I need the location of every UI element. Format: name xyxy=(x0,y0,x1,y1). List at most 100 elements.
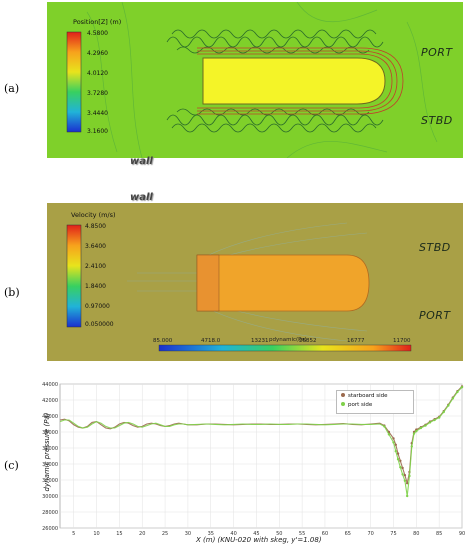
pdynamic-value: 11700 xyxy=(393,338,411,344)
x-tick-label: 10 xyxy=(93,531,99,537)
legend-label: starboard side xyxy=(348,393,388,399)
colorbar-value: 4.5800 xyxy=(87,30,108,37)
colorbar-value: 3.4440 xyxy=(87,110,108,117)
legend-entry-port: port side xyxy=(341,402,372,408)
colorbar-value: 4.2960 xyxy=(87,50,108,57)
data-point xyxy=(401,473,404,476)
colorbar-value: 2.4100 xyxy=(85,263,106,270)
data-point xyxy=(387,433,391,436)
data-point xyxy=(460,386,464,389)
stbd-wake-pattern xyxy=(166,108,384,133)
data-point xyxy=(405,494,409,498)
y-axis-title: dynamic pressure (Pa) xyxy=(43,412,51,492)
colorbar-value: 3.6400 xyxy=(85,243,106,250)
stern-region xyxy=(196,254,220,312)
colorbar-title: Position[Z] (m) xyxy=(73,18,122,26)
legend: starboard side port side xyxy=(336,390,414,414)
wall-label: wall xyxy=(130,156,153,167)
data-point xyxy=(428,421,432,424)
pdynamic-value: 4718.0 xyxy=(201,338,221,344)
data-point xyxy=(412,432,416,435)
wall-label: wall xyxy=(130,192,153,203)
pdynamic-value: 85.000 xyxy=(153,338,173,344)
legend-entry-starboard: starboard side xyxy=(341,393,388,399)
x-axis-title: X (m) (KNU-020 with skeg, y'=1.08) xyxy=(196,536,322,544)
y-tick-label: 36000 xyxy=(42,446,58,452)
x-tick-label: 75 xyxy=(390,531,396,537)
y-tick-label: 28000 xyxy=(42,510,58,516)
data-point xyxy=(424,424,427,427)
colorbar-value: 3.1600 xyxy=(87,128,108,135)
x-tick-label: 15 xyxy=(116,531,122,537)
data-point xyxy=(403,479,407,482)
velocity-field xyxy=(47,203,463,361)
data-point xyxy=(433,418,436,422)
data-point xyxy=(396,452,400,455)
x-tick-label: 85 xyxy=(436,531,442,537)
bow-contours xyxy=(197,47,404,115)
stbd-label: STBD xyxy=(419,241,451,254)
x-tick-label: 35 xyxy=(208,531,214,537)
port-wake-pattern xyxy=(166,29,384,54)
data-point xyxy=(415,430,418,433)
x-tick-label: 5 xyxy=(72,531,75,537)
data-point xyxy=(399,466,402,469)
y-tick-label: 38000 xyxy=(42,430,58,436)
pressure-chart-panel: 26000 28000 30000 32000 34000 36000 38000 40000… xyxy=(20,378,470,548)
pdynamic-colorbar xyxy=(158,344,412,352)
y-tick-label: 34000 xyxy=(42,462,58,468)
x-tick-label: 70 xyxy=(367,531,373,537)
colorbar xyxy=(66,224,82,328)
x-tick-label: 90 xyxy=(459,531,465,537)
colorbar-value: 4.0120 xyxy=(87,70,108,77)
x-tick-label: 65 xyxy=(345,531,351,537)
x-tick-label: 55 xyxy=(299,531,305,537)
y-tick-label: 40000 xyxy=(42,414,58,420)
data-point xyxy=(403,474,407,477)
y-tick-label: 30000 xyxy=(42,494,58,500)
y-tick-label: 26000 xyxy=(42,526,58,532)
y-tick-label: 44000 xyxy=(42,382,58,388)
pdynamic-value: 16777 xyxy=(347,338,365,344)
colorbar-value: 4.8500 xyxy=(85,223,106,230)
data-point xyxy=(392,437,395,440)
data-point xyxy=(447,404,450,407)
x-tick-label: 80 xyxy=(413,531,419,537)
data-point xyxy=(396,458,400,461)
pdynamic-value: 25852 xyxy=(299,338,317,344)
pdynamic-title: pdynamic(Pa) xyxy=(269,337,307,343)
data-point xyxy=(451,397,455,400)
figure-label-b: (b) xyxy=(4,286,20,299)
data-point xyxy=(408,474,411,478)
data-point xyxy=(410,445,413,448)
data-point xyxy=(383,425,386,428)
data-point xyxy=(456,390,459,394)
figure-label-a: (a) xyxy=(4,82,20,95)
y-tick-label: 32000 xyxy=(42,478,58,484)
x-tick-label: 25 xyxy=(162,531,168,537)
x-tick-label: 45 xyxy=(253,531,259,537)
port-label: PORT xyxy=(421,46,453,59)
y-tick-label: 42000 xyxy=(42,398,58,404)
hull-shape xyxy=(196,254,370,312)
wave-elevation-contour xyxy=(47,2,463,158)
figure-label-c: (c) xyxy=(4,459,19,472)
data-point xyxy=(437,416,441,419)
colorbar-value: 0.97000 xyxy=(85,303,110,310)
colorbar-value: 1.8400 xyxy=(85,283,106,290)
x-tick-label: 40 xyxy=(230,531,236,537)
legend-label: port side xyxy=(348,402,373,408)
pdynamic-value: 13231 xyxy=(251,338,269,344)
colorbar-value: 0.050000 xyxy=(85,321,114,328)
x-tick-label: 60 xyxy=(322,531,328,537)
velocity-panel: Velocity (m/s) 4.8500 3.6400 2.4100 1.84… xyxy=(47,203,463,361)
colorbar-value: 3.7280 xyxy=(87,90,108,97)
colorbar-title: Velocity (m/s) xyxy=(71,211,116,219)
data-point xyxy=(419,426,423,430)
x-tick-label: 50 xyxy=(276,531,282,537)
data-point xyxy=(399,459,402,462)
colorbar xyxy=(66,31,82,133)
stbd-label: STBD xyxy=(421,114,453,127)
wave-elevation-panel: Position[Z] (m) 4.5800 4.2960 4.0120 3.7… xyxy=(47,2,463,158)
data-point xyxy=(392,441,395,444)
